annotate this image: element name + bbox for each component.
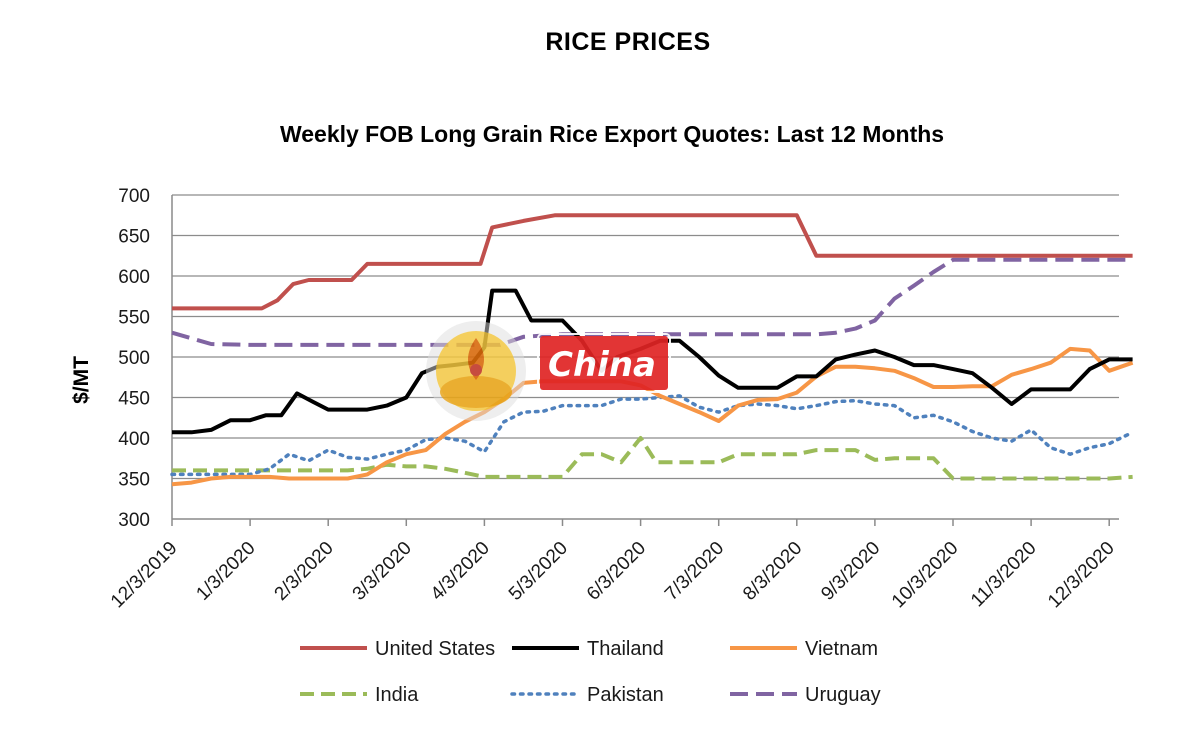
legend-label: Vietnam	[805, 638, 878, 660]
y-tick-label: 450	[118, 389, 150, 410]
series-line-india	[172, 436, 1133, 481]
x-tick-label: 4/3/2020	[427, 538, 494, 605]
y-tick-label: 600	[118, 267, 150, 288]
series-line-united-states	[172, 213, 1133, 311]
x-tick-label: 9/3/2020	[817, 538, 884, 605]
y-tick-labels: 300 350 400 450 500 550 600 650 700	[118, 186, 150, 531]
legend-label: United States	[375, 638, 495, 660]
x-tick-label: 7/3/2020	[661, 538, 728, 605]
y-tick-label: 700	[118, 186, 150, 207]
series-line-vietnam	[171, 346, 1134, 487]
x-tick-label: 12/3/2019	[107, 538, 182, 613]
x-tick-label: 6/3/2020	[583, 538, 650, 605]
x-tick-label: 12/3/2020	[1044, 538, 1119, 613]
y-tick-label: 300	[118, 510, 150, 531]
y-tick-label: 350	[118, 470, 150, 491]
x-tick-label: 10/3/2020	[888, 538, 963, 613]
page-title: RICE PRICES	[545, 28, 711, 56]
series-line-pakistan	[170, 394, 1135, 477]
legend-label: Pakistan	[587, 684, 664, 706]
x-tick-label: 5/3/2020	[505, 538, 572, 605]
y-tick-label: 650	[118, 227, 150, 248]
y-tick-label: 500	[118, 348, 150, 369]
legend-label: Thailand	[587, 638, 664, 660]
legend: United States Thailand Vietnam India Pakista…	[300, 638, 881, 706]
series-line-uruguay	[171, 257, 1133, 347]
y-tick-label: 550	[118, 308, 150, 329]
x-tick-label: 8/3/2020	[739, 538, 806, 605]
watermark-china-text: China	[548, 345, 656, 385]
y-axis-label: $/MT	[70, 356, 93, 404]
legend-label: India	[375, 684, 419, 706]
watermark-emblem-icon	[426, 321, 526, 421]
x-tick-label: 2/3/2020	[271, 538, 338, 605]
x-tick-label: 1/3/2020	[192, 538, 259, 605]
x-tick-label: 11/3/2020	[967, 538, 1041, 612]
series-lines	[170, 213, 1135, 487]
watermark-china-logo: China	[537, 333, 671, 393]
chart-title: Weekly FOB Long Grain Rice Export Quotes…	[280, 121, 944, 147]
y-tick-label: 400	[118, 429, 150, 450]
x-tick-labels: 12/3/2019 1/3/2020 2/3/2020 3/3/2020 4/3/202…	[107, 519, 1119, 612]
legend-label: Uruguay	[805, 684, 881, 706]
x-tick-label: 3/3/2020	[349, 538, 416, 605]
